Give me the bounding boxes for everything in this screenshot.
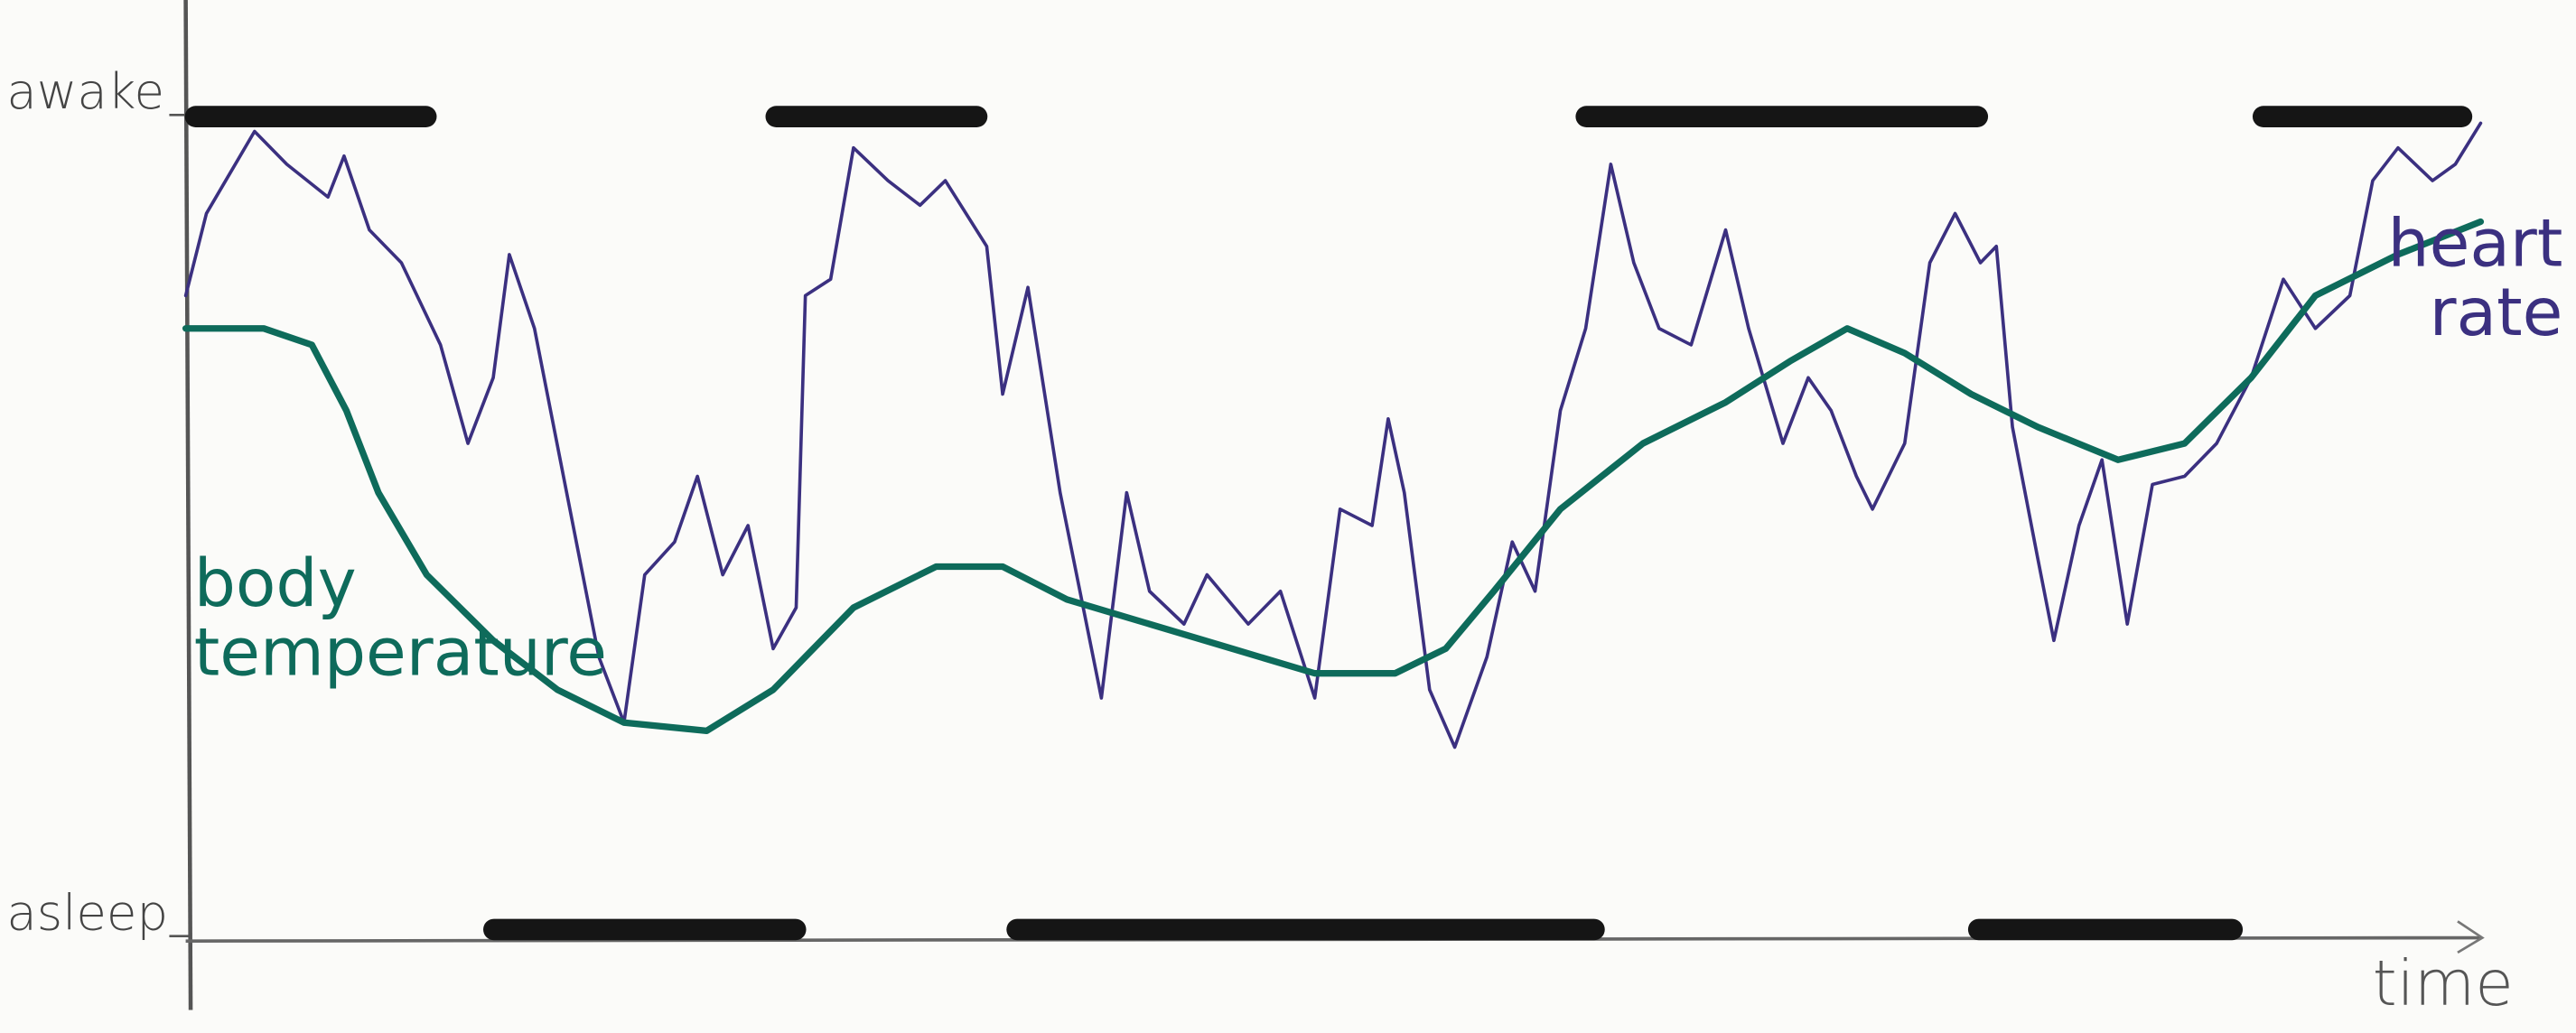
x-axis-label: time [2373, 948, 2514, 1020]
series-label: heart rate [2387, 209, 2563, 352]
x-axis-arrow [2457, 920, 2485, 954]
series-label: body temperature [193, 550, 608, 692]
series-line [182, 218, 2485, 734]
y-tick-label: asleep [6, 883, 168, 941]
y-axis [183, 0, 193, 1010]
y-tick-label: awake [6, 62, 164, 120]
series-label-box: heart rate [2387, 209, 2563, 352]
series-line [183, 121, 2483, 749]
series-label-box: body temperature [193, 550, 608, 692]
